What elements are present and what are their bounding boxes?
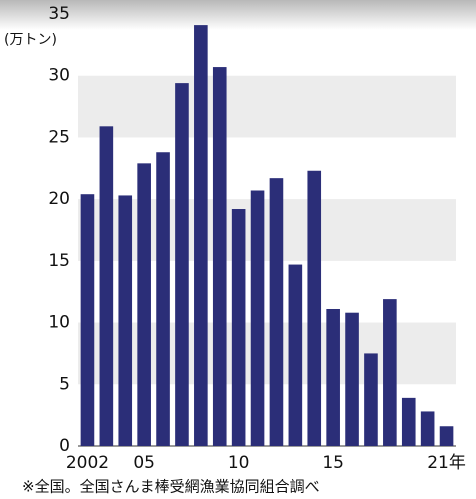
grid-band bbox=[78, 323, 456, 385]
bar bbox=[270, 178, 284, 446]
y-tick-label: 10 bbox=[48, 313, 70, 333]
header-image bbox=[0, 0, 476, 30]
x-tick-label: 05 bbox=[133, 453, 155, 473]
bar bbox=[137, 163, 151, 446]
bar bbox=[118, 195, 132, 446]
y-tick-label: 15 bbox=[48, 251, 70, 271]
bar bbox=[326, 309, 340, 446]
bar bbox=[383, 299, 397, 446]
bar bbox=[156, 152, 170, 446]
bar bbox=[345, 313, 359, 446]
bar bbox=[251, 191, 265, 446]
note: ※全国。全国さんま棒受網漁業協同組合調べ bbox=[22, 478, 320, 496]
x-tick-label: 10 bbox=[228, 453, 250, 473]
bar bbox=[100, 126, 114, 446]
bar bbox=[81, 194, 95, 446]
bar bbox=[289, 265, 303, 446]
bar bbox=[232, 209, 246, 446]
y-tick-label: 35 bbox=[48, 4, 70, 24]
bar bbox=[364, 353, 378, 446]
grid-band bbox=[78, 76, 456, 138]
grid-band bbox=[78, 199, 456, 261]
bar bbox=[194, 25, 208, 446]
y-tick-label: 5 bbox=[59, 374, 70, 394]
bar bbox=[440, 426, 454, 446]
bar bbox=[307, 171, 321, 446]
bar bbox=[175, 83, 189, 446]
y-tick-label: 20 bbox=[48, 189, 70, 209]
chart: (万トン) ※全国。全国さんま棒受網漁業協同組合調べ 05 10 15 20 25 30 3… bbox=[0, 0, 476, 499]
bar bbox=[402, 398, 416, 446]
y-tick-label: 25 bbox=[48, 127, 70, 147]
bar bbox=[213, 67, 227, 446]
y-axis-label: (万トン) bbox=[4, 32, 57, 48]
bar bbox=[421, 411, 435, 446]
x-tick-label: 15 bbox=[322, 453, 344, 473]
y-tick-label: 30 bbox=[48, 66, 70, 86]
x-tick-label: 21年 bbox=[427, 453, 466, 473]
x-tick-label: 2002 bbox=[66, 453, 109, 473]
